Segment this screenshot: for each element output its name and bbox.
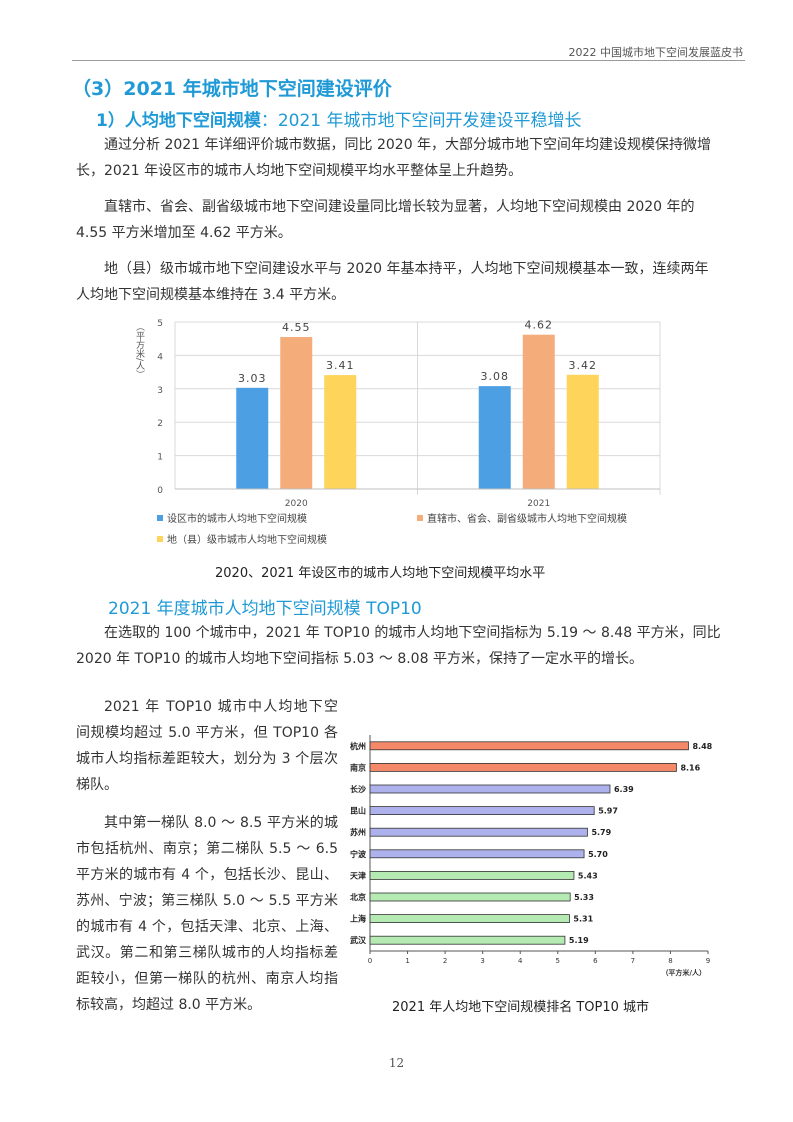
- top10-heading: 2021 年度城市人均地下空间规模 TOP10: [108, 599, 422, 619]
- city-label: 长沙: [350, 784, 366, 794]
- x-tick-label: 3: [480, 957, 484, 965]
- bar: [478, 386, 511, 489]
- top10-intro: 在选取的 100 个城市中，2021 年 TOP10 的城市人均地下空间指标为 …: [76, 625, 721, 667]
- x-tick-label: 0: [368, 957, 372, 965]
- y-tick-label: 3: [157, 386, 163, 396]
- x-tick-label: 2: [443, 957, 447, 965]
- bar: [369, 784, 611, 794]
- bar-value-label: 3.42: [569, 359, 598, 372]
- bar: [236, 387, 269, 489]
- x-tick-label: 4: [518, 957, 523, 965]
- bar: [369, 914, 570, 924]
- bar-value-label: 5.19: [569, 936, 589, 945]
- bar: [280, 337, 313, 489]
- page-number: 12: [388, 1056, 405, 1070]
- chart2-caption: 2021 年人均地下空间规模排名 TOP10 城市: [392, 1000, 650, 1015]
- legend-label: 设区市的城市人均地下空间规模: [167, 512, 307, 525]
- bar-value-label: 4.62: [525, 319, 554, 332]
- bar: [369, 827, 588, 837]
- bar: [369, 935, 566, 945]
- chart-top10-cities: 0 1 2 3 4 5 6 7 8 9 （平方米/人） 杭州 8.48 南京 8.16 长沙 6.39 昆山 5.9…: [338, 727, 730, 983]
- bar: [369, 892, 571, 902]
- legend-swatch: [157, 515, 163, 521]
- top10-paragraph-2: 其中第一梯队 8.0 ～ 8.5 平方米的城市包括杭州、南京；第二梯队 5.5 …: [76, 815, 338, 1013]
- bar-value-label: 5.43: [578, 871, 598, 880]
- y-tick-label: 5: [157, 319, 163, 329]
- x-category-label: 2021: [527, 499, 550, 509]
- bar-value-label: 5.31: [573, 915, 593, 924]
- x-category-label: 2020: [285, 499, 308, 509]
- sub-section-title: 1）人均地下空间规模：2021 年城市地下空间开发建设平稳增长: [96, 106, 582, 131]
- city-label: 昆山: [350, 806, 366, 816]
- x-axis-label: （平方米/人）: [661, 968, 706, 977]
- bar-value-label: 3.41: [326, 359, 355, 372]
- bar-value-label: 5.79: [591, 828, 611, 837]
- paragraph-1: 通过分析 2021 年详细评价城市数据，同比 2020 年，大部分城市地下空间年…: [76, 137, 712, 179]
- bar-value-label: 4.55: [282, 321, 311, 334]
- city-label: 杭州: [350, 741, 366, 751]
- x-tick-label: 5: [556, 957, 560, 965]
- chart-average-per-capita: 0 1 2 3 4 5 （平方米/人） 2020 3.03 4.55 3.41 2021 3.08 4.6…: [115, 312, 675, 556]
- x-tick-label: 9: [706, 957, 710, 965]
- header-title: 2022 中国城市地下空间发展蓝皮书: [568, 46, 744, 59]
- bar: [369, 849, 585, 859]
- y-tick-label: 2: [157, 419, 163, 429]
- city-label: 北京: [350, 892, 366, 902]
- bar: [369, 741, 689, 751]
- sub-title-bold: 1）人均地下空间规模: [96, 111, 261, 131]
- y-tick-label: 1: [157, 453, 163, 463]
- y-tick-label: 4: [157, 352, 163, 362]
- paragraph-3: 地（县）级市城市地下空间建设水平与 2020 年基本持平，人均地下空间规模基本一…: [76, 261, 709, 303]
- bar: [324, 375, 357, 489]
- legend-swatch: [157, 536, 163, 542]
- city-label: 武汉: [350, 935, 367, 945]
- y-tick-label: 0: [157, 486, 163, 496]
- x-tick-label: 8: [668, 957, 672, 965]
- bar-value-label: 6.39: [614, 785, 634, 794]
- bar: [369, 763, 677, 772]
- sub-title-rest: ：2021 年城市地下空间开发建设平稳增长: [260, 111, 582, 131]
- top10-paragraph-1: 2021 年 TOP10 城市中人均地下空间规模均超过 5.0 平方米，但 TO…: [76, 699, 338, 793]
- bar-value-label: 5.70: [588, 850, 608, 859]
- city-label: 天津: [350, 870, 366, 880]
- chart-top10-cities-svg: 0 1 2 3 4 5 6 7 8 9（平方米/人） 杭州 8.48 南京 8.16 长沙 6.39 昆山 5.9…: [350, 735, 713, 977]
- bar: [369, 806, 595, 815]
- legend-label: 直辖市、省会、副省级城市人均地下空间规模: [427, 512, 627, 525]
- bar-value-label: 5.33: [574, 893, 594, 902]
- city-label: 苏州: [350, 827, 366, 837]
- section-title: （3）2021 年城市地下空间建设评价: [72, 78, 392, 100]
- legend-swatch: [417, 515, 423, 521]
- x-tick-label: 1: [405, 957, 409, 965]
- bar: [522, 334, 555, 489]
- x-tick-label: 6: [593, 957, 598, 965]
- bar: [566, 374, 599, 489]
- bar-value-label: 3.03: [238, 372, 267, 385]
- y-axis-label: （平方米/人）: [134, 322, 145, 379]
- city-label: 宁波: [350, 849, 367, 859]
- bar-value-label: 8.48: [692, 742, 712, 751]
- bar-value-label: 3.08: [481, 370, 510, 383]
- paragraph-2: 直辖市、省会、副省级城市地下空间建设量同比增长较为显著，人均地下空间规模由 20…: [76, 199, 695, 241]
- city-label: 上海: [350, 914, 366, 924]
- chart-average-per-capita-svg: 0 1 2 3 4 5 （平方米/人） 2020 3.03 4.55 3.41 2021 3.08 4.6…: [134, 319, 661, 546]
- bar: [369, 870, 575, 880]
- chart1-caption: 2020、2021 年设区市的城市人均地下空间规模平均水平: [215, 566, 546, 581]
- city-label: 南京: [350, 762, 366, 772]
- bar-value-label: 8.16: [680, 763, 700, 772]
- legend-label: 地（县）级市城市人均地下空间规模: [167, 533, 327, 546]
- x-tick-label: 7: [631, 957, 635, 965]
- header-rule: [72, 60, 745, 61]
- bar-value-label: 5.97: [598, 807, 618, 816]
